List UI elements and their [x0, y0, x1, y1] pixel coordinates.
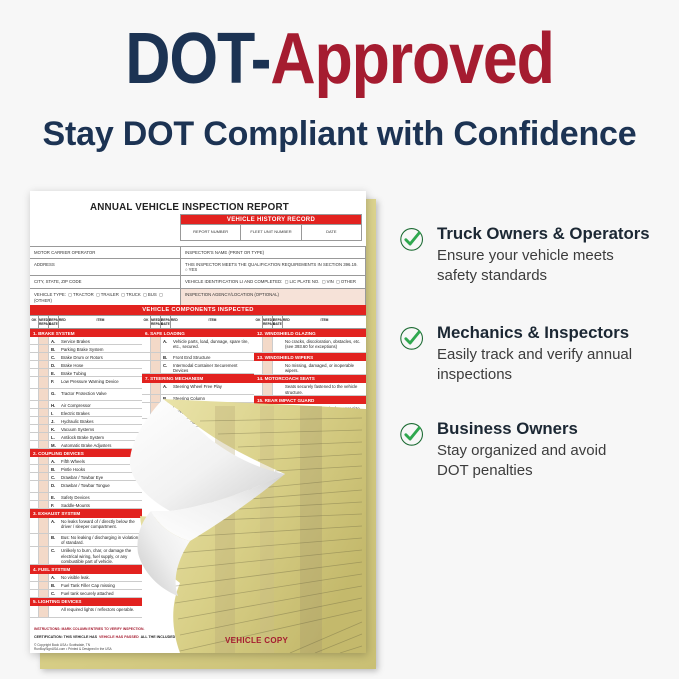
svg-text:VEHICLE COPY: VEHICLE COPY — [225, 636, 289, 645]
